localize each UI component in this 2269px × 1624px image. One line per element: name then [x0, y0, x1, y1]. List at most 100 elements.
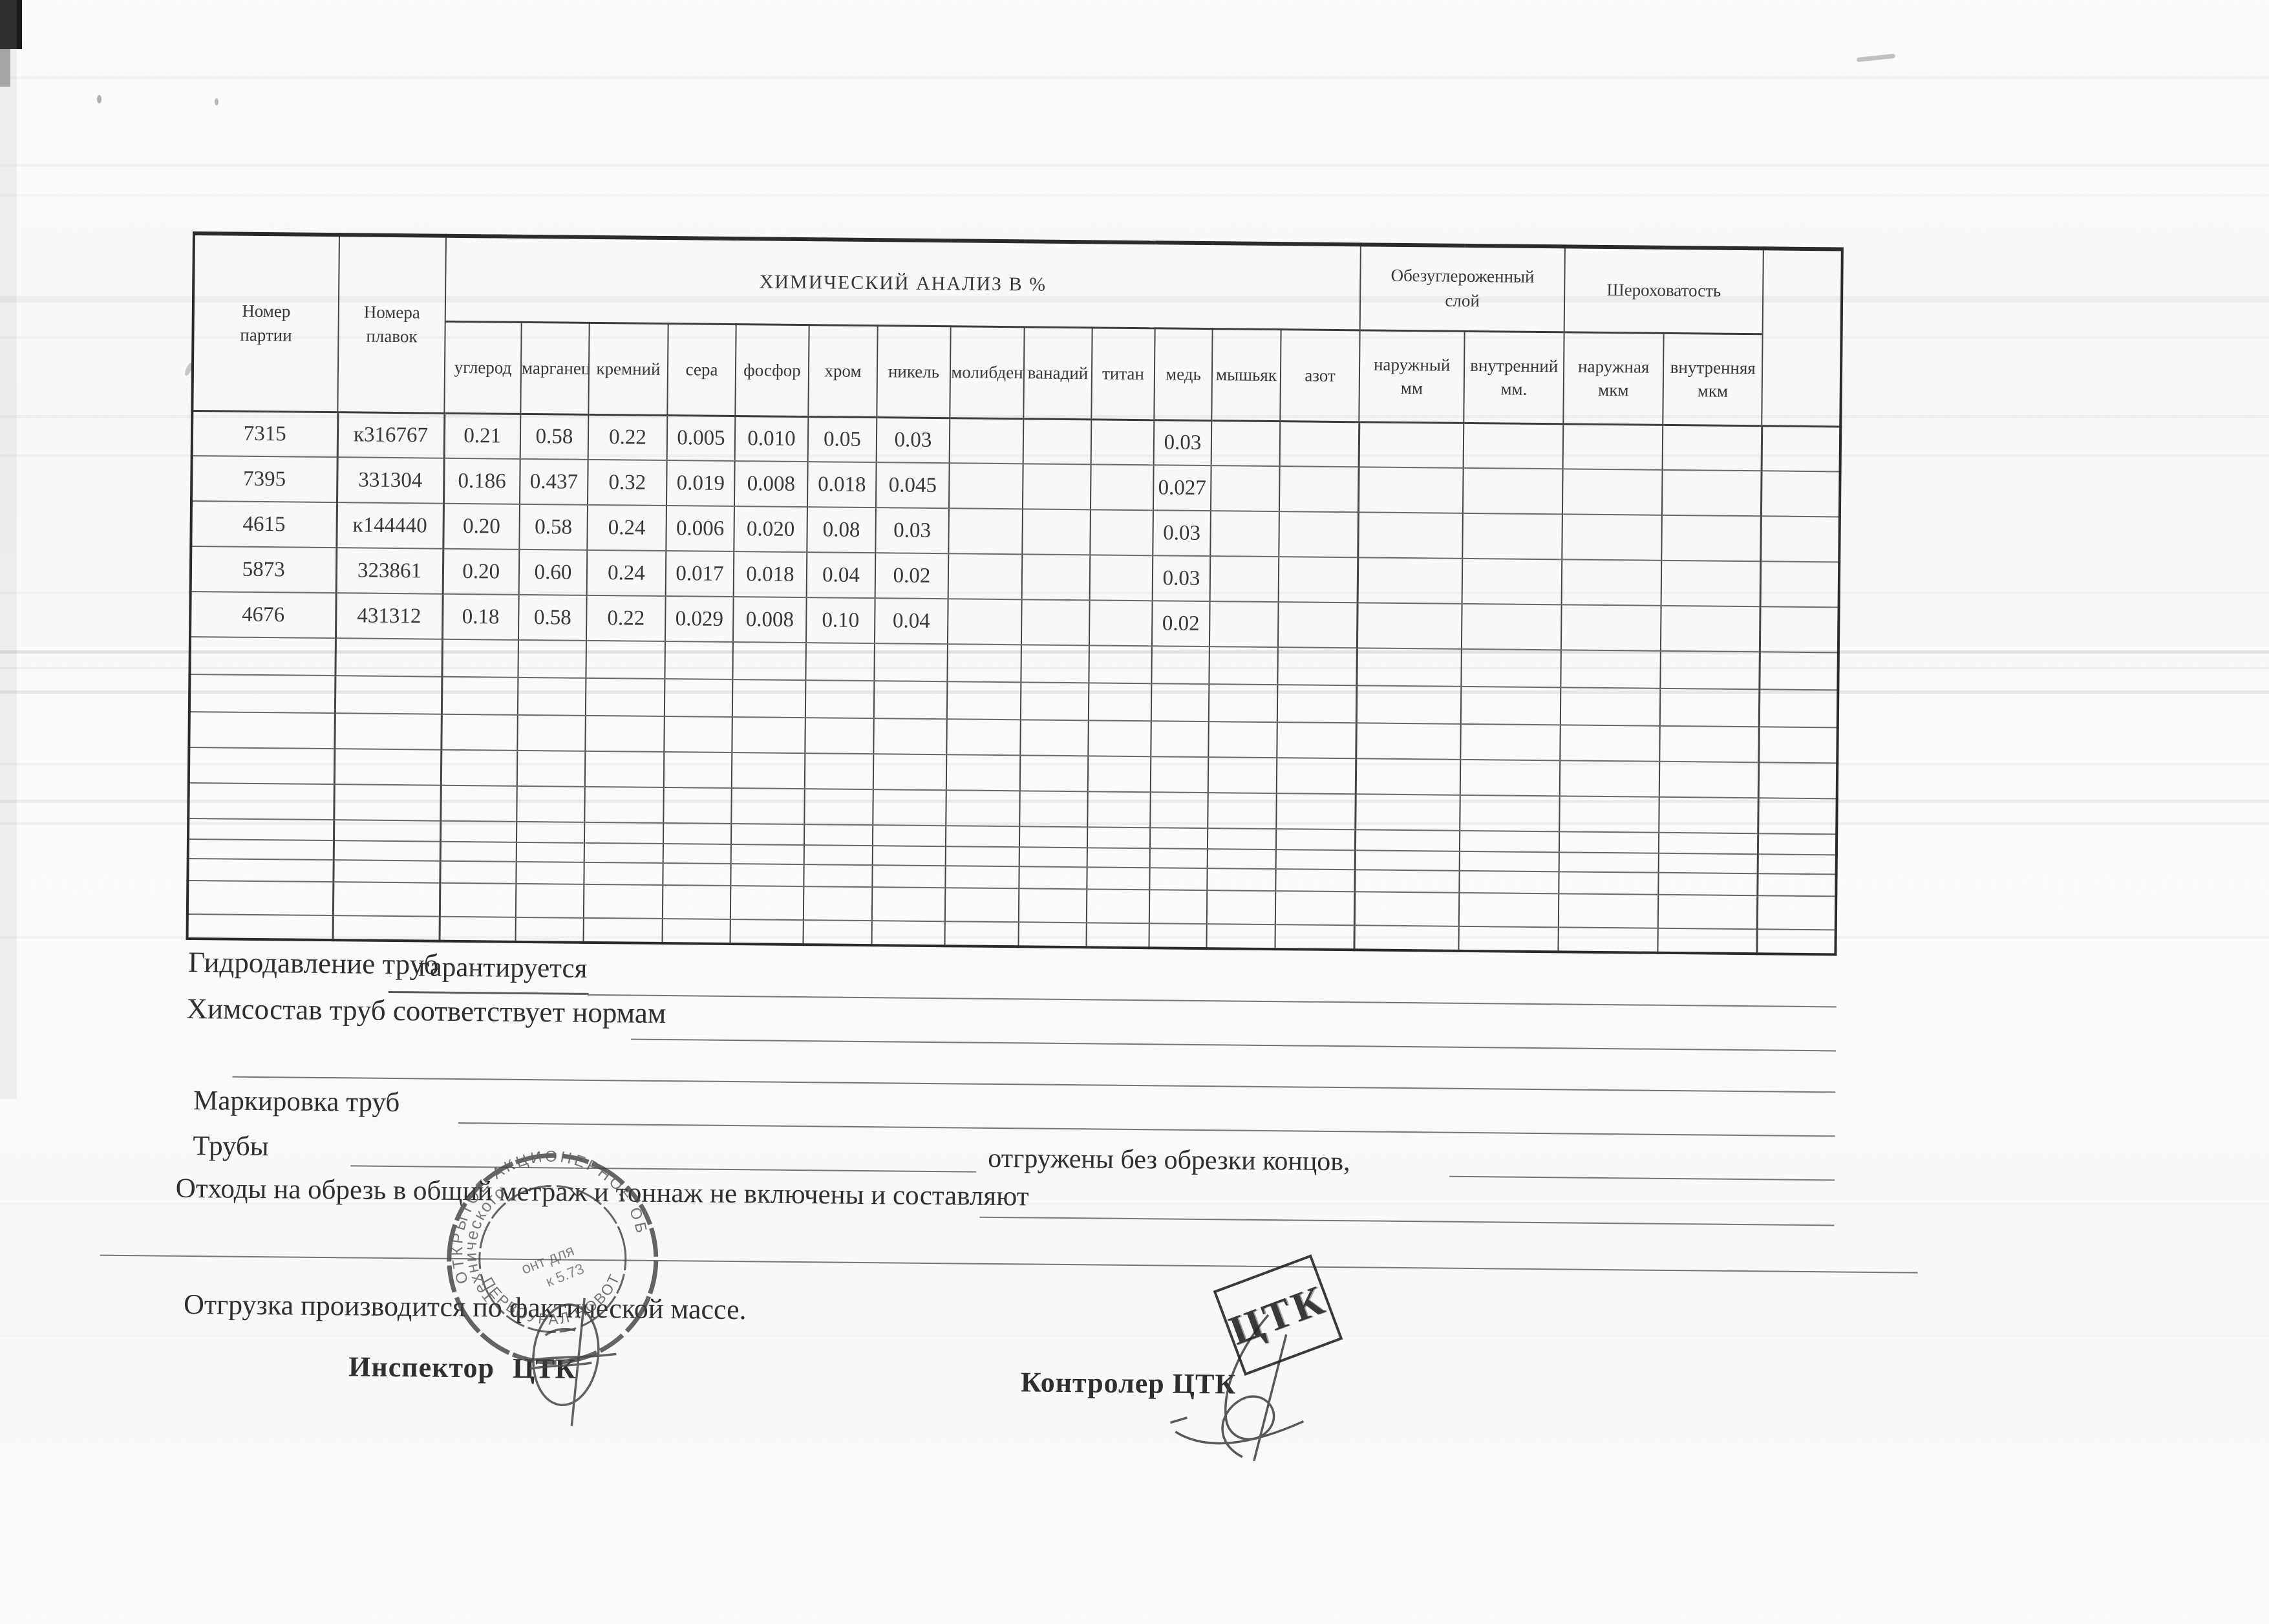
- controller-signature: [1169, 1314, 1305, 1462]
- cell-blank: [874, 643, 948, 682]
- cell-blank: [1559, 831, 1659, 853]
- cell-blank: [946, 790, 1020, 827]
- cell-blank: [1460, 686, 1561, 725]
- col-header-decarb-outer: наружный мм: [1359, 330, 1465, 423]
- cell-blank: [1277, 685, 1357, 723]
- cell-party-number: 5873: [190, 546, 337, 593]
- cell-chem-hrom: 0.04: [806, 552, 876, 599]
- cell-blank: [188, 782, 334, 820]
- cell-blank: [1355, 758, 1461, 795]
- col-header-carbon: углерод: [444, 321, 522, 414]
- cell-blank: [335, 638, 442, 677]
- cell-chem-myshyak: [1209, 556, 1279, 603]
- cell-blank: [1019, 826, 1088, 848]
- cell-melt-number: 323861: [336, 548, 443, 594]
- cell-blank: [1150, 756, 1209, 793]
- cell-blank: [333, 860, 440, 883]
- cell-blank: [1354, 870, 1460, 893]
- cell-blank: [871, 921, 945, 946]
- cell-party-number: 7395: [191, 455, 337, 503]
- cell-blank: [440, 841, 517, 862]
- cell-blank: [1208, 684, 1278, 723]
- cell-blank: [665, 641, 733, 680]
- cell-chem-sera: 0.017: [665, 551, 734, 597]
- form-line: [232, 1076, 1836, 1093]
- cell-blank: [731, 788, 805, 825]
- cell-party-number: 4615: [191, 500, 337, 548]
- cell-blank: [1559, 760, 1660, 797]
- cell-blank: [945, 846, 1019, 867]
- col-header-rough-inner: внутренняя мкм: [1663, 332, 1763, 426]
- cell-blank: [1459, 870, 1559, 894]
- cell-empty: [1661, 560, 1761, 607]
- cell-blank: [1659, 796, 1758, 834]
- cell-melt-number: к144440: [336, 502, 443, 549]
- cell-empty: [1761, 471, 1840, 517]
- cell-chem-myshyak: [1210, 465, 1280, 512]
- cell-blank: [515, 917, 584, 943]
- cell-blank: [584, 822, 664, 844]
- cell-chem-molibden: [948, 508, 1023, 555]
- cell-blank: [873, 681, 948, 720]
- cell-blank: [517, 750, 586, 787]
- cell-blank: [1087, 791, 1151, 828]
- cell-empty: [1661, 605, 1760, 652]
- cell-blank: [732, 679, 806, 718]
- cell-blank: [585, 715, 665, 753]
- cell-chem-molibden: [948, 553, 1023, 600]
- cell-chem-hrom: 0.018: [807, 462, 877, 508]
- cell-blank: [334, 676, 442, 714]
- cell-empty: [1463, 422, 1564, 469]
- cell-melt-number: 331304: [337, 457, 444, 504]
- cell-chem-fosfor: 0.008: [734, 461, 808, 508]
- cell-blank: [334, 749, 442, 785]
- cell-blank: [332, 882, 440, 917]
- cell-empty: [1760, 561, 1840, 608]
- col-header-sulfur: сера: [667, 323, 736, 416]
- pipes-label: Трубы: [193, 1131, 269, 1162]
- col-header-extra: [1762, 248, 1843, 427]
- cell-chem-sera: 0.005: [666, 415, 736, 462]
- chem-composition-label: Химсостав труб соответствует нормам: [186, 992, 666, 1030]
- cell-chem-med: 0.027: [1153, 465, 1211, 511]
- col-header-rough-outer: наружная мкм: [1563, 332, 1664, 425]
- cell-blank: [515, 883, 584, 918]
- cell-blank: [805, 680, 875, 719]
- cell-blank: [517, 785, 585, 822]
- cell-blank: [1355, 794, 1460, 831]
- cell-blank: [873, 789, 946, 826]
- cell-blank: [518, 639, 586, 678]
- cell-blank: [730, 844, 804, 865]
- form-line: [587, 994, 1837, 1008]
- cell-blank: [1659, 725, 1759, 763]
- col-header-nickel: никель: [877, 325, 951, 418]
- cell-blank: [1354, 892, 1460, 926]
- cell-blank: [1275, 891, 1355, 926]
- cell-blank: [440, 820, 517, 842]
- col-header-titanium: титан: [1091, 327, 1155, 420]
- shipped-without-trimming-text: отгружены без обрезки концов,: [988, 1143, 1350, 1177]
- cell-blank: [187, 914, 333, 941]
- cell-blank: [873, 754, 947, 791]
- cell-empty: [1462, 603, 1562, 650]
- cell-blank: [1275, 829, 1356, 851]
- cell-blank: [732, 717, 805, 754]
- cell-blank: [1660, 650, 1760, 690]
- cell-blank: [1756, 929, 1836, 955]
- cell-blank: [1208, 721, 1277, 758]
- cell-party-number: 4676: [190, 591, 336, 639]
- cell-blank: [516, 821, 585, 843]
- cell-blank: [872, 865, 946, 888]
- cell-blank: [873, 718, 947, 755]
- cell-empty: [1761, 425, 1841, 472]
- cell-empty: [1358, 512, 1464, 559]
- cell-blank: [1560, 725, 1660, 762]
- cell-blank: [1659, 688, 1760, 727]
- cell-empty: [1463, 467, 1563, 515]
- cell-blank: [1019, 791, 1088, 828]
- cell-blank: [1657, 928, 1757, 954]
- cell-blank: [334, 784, 441, 821]
- cell-blank: [663, 752, 732, 789]
- cell-blank: [1020, 682, 1089, 721]
- cell-empty: [1462, 558, 1562, 605]
